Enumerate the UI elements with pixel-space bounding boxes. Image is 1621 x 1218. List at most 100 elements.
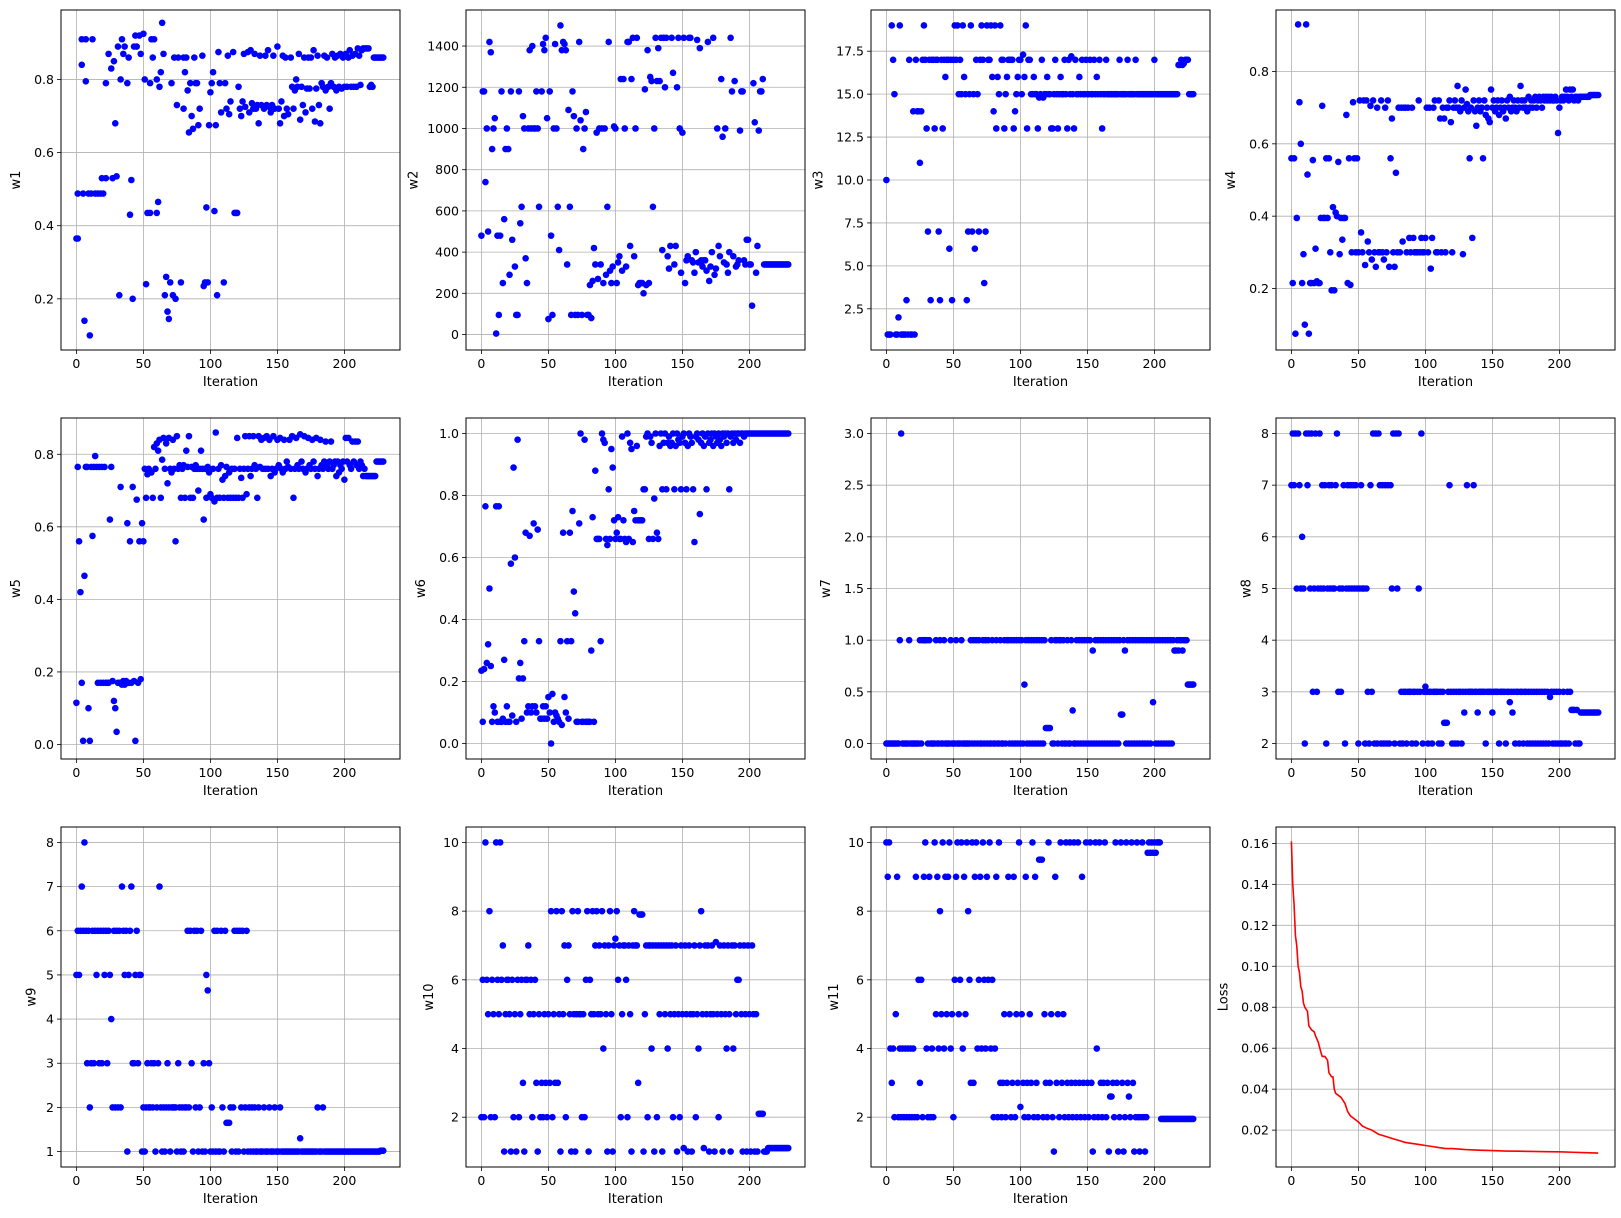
data-point [138, 519, 146, 527]
x-tick-label: 0 [477, 356, 485, 371]
data-point [253, 494, 261, 502]
data-point [1133, 839, 1141, 846]
data-point [916, 159, 924, 167]
data-point [700, 442, 708, 450]
data-point [725, 1010, 733, 1018]
data-point [341, 476, 348, 483]
data-point [570, 588, 578, 595]
subplot-w2: 0 50 100 150 200 0 200 400 600 800 1000 1200 1400 Ite… [407, 9, 806, 390]
data-point [613, 529, 621, 536]
data-point [164, 1059, 171, 1067]
data-point [496, 232, 504, 239]
data-point [728, 88, 736, 95]
data-point [1498, 97, 1506, 104]
data-point [1156, 839, 1164, 846]
data-point [609, 464, 617, 471]
data-point [723, 439, 730, 447]
data-point [516, 1010, 524, 1018]
x-tick-label: 50 [945, 356, 961, 371]
data-point [379, 458, 387, 465]
data-point [1002, 90, 1009, 98]
data-point [960, 73, 968, 81]
loss-line [1290, 841, 1599, 1154]
data-point [784, 430, 792, 437]
data-point [212, 429, 220, 436]
data-point [754, 242, 761, 250]
data-point [656, 77, 663, 85]
data-point [484, 228, 492, 235]
data-point [952, 873, 960, 881]
data-point [1451, 97, 1459, 104]
data-point [1487, 86, 1495, 93]
y-tick-label: 1.5 [844, 581, 864, 596]
data-point [719, 133, 726, 141]
data-point [200, 1059, 207, 1067]
data-point [612, 125, 619, 132]
data-point [727, 1148, 734, 1155]
data-point [260, 1104, 268, 1111]
data-point [78, 679, 86, 687]
y-axis-label: w5 [9, 579, 24, 598]
data-point [573, 125, 580, 132]
data-point [181, 494, 189, 502]
data-point [491, 709, 499, 716]
data-point [1074, 839, 1082, 846]
data-point [585, 1148, 592, 1155]
data-point [79, 190, 87, 197]
y-tick-label: 3 [1261, 684, 1269, 699]
data-point [644, 1113, 651, 1121]
data-point [299, 101, 307, 109]
data-point [1168, 740, 1176, 747]
data-point [700, 1144, 708, 1152]
data-point [111, 704, 119, 712]
y-tick-label: 2 [46, 1100, 54, 1115]
data-point [89, 532, 96, 540]
data-point [124, 79, 131, 87]
data-point [1112, 839, 1119, 846]
data-point [696, 942, 704, 949]
data-point [118, 35, 126, 43]
data-point [1152, 849, 1160, 857]
data-point [1333, 430, 1341, 437]
data-point [1403, 740, 1410, 747]
data-point [86, 737, 94, 745]
x-tick-label: 100 [1008, 356, 1032, 371]
data-point [495, 311, 503, 319]
y-tick-label: 0.4 [34, 592, 54, 607]
data-point [506, 1010, 513, 1018]
data-point [255, 120, 262, 127]
data-point [641, 86, 649, 93]
data-point [157, 494, 165, 502]
data-point [535, 637, 543, 645]
data-point [221, 79, 229, 87]
data-point [142, 280, 150, 288]
data-point [616, 252, 623, 260]
x-axis-label: Iteration [1418, 375, 1473, 390]
data-point [625, 38, 633, 46]
data-point [975, 228, 983, 235]
data-point [1502, 740, 1510, 747]
x-tick-label: 0 [72, 356, 80, 371]
data-point [691, 538, 698, 546]
data-point [310, 46, 317, 54]
data-point [495, 503, 503, 510]
x-tick-label: 0 [72, 1173, 80, 1188]
data-point [499, 942, 507, 949]
data-point [182, 54, 190, 61]
data-point [994, 73, 1001, 81]
data-point [1022, 873, 1030, 881]
data-point [912, 56, 920, 64]
x-tick-label: 50 [135, 765, 151, 780]
data-point [98, 1059, 106, 1067]
data-point [74, 190, 82, 197]
data-point [1105, 1148, 1113, 1155]
data-point [606, 907, 614, 915]
data-point [913, 1113, 921, 1121]
data-point [495, 1010, 503, 1018]
data-point [889, 56, 897, 64]
y-tick-label: 8 [856, 904, 864, 919]
data-point [952, 636, 960, 644]
data-point [688, 439, 696, 447]
data-point [1435, 97, 1443, 104]
data-point [347, 465, 355, 473]
